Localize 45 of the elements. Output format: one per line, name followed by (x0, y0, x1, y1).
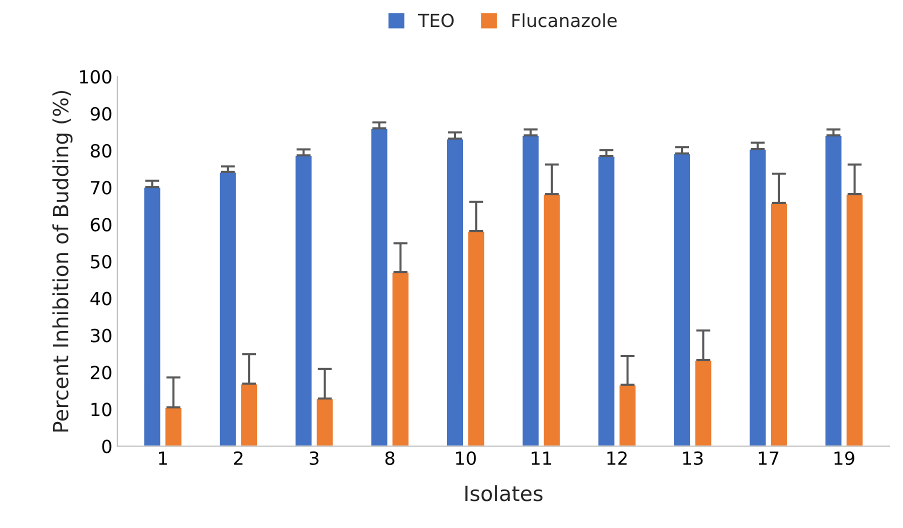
bar (446, 138, 464, 446)
bar (240, 383, 258, 446)
x-tick-label: 8 (385, 451, 394, 465)
x-axis-title: Isolates (465, 485, 542, 502)
y-tick-label: 50 (90, 254, 112, 268)
bar (596, 155, 616, 446)
x-tick-label: 2 (234, 451, 242, 465)
bar (164, 406, 183, 446)
y-tick-label: 20 (90, 366, 112, 380)
y-tick-label: 60 (90, 218, 112, 232)
x-tick-label: 17 (758, 452, 778, 465)
legend-label: TEO (418, 14, 454, 28)
legend-label: Flucanazole (512, 13, 617, 28)
y-tick-label: 40 (90, 292, 112, 306)
bar (770, 202, 788, 446)
x-tick-label: 1 (159, 452, 167, 465)
bar (315, 398, 334, 446)
x-tick-label: 12 (607, 451, 627, 465)
bar (370, 128, 389, 446)
y-tick-label: 80 (90, 144, 112, 158)
bar (294, 154, 313, 446)
x-tick-label: 19 (834, 451, 854, 465)
bar (845, 193, 864, 446)
bar (218, 171, 238, 446)
bar (748, 148, 768, 446)
y-axis-title: Percent Inhibition of Budding (%) (52, 90, 73, 432)
y-tick-label: 30 (90, 328, 112, 342)
bar (694, 359, 713, 446)
bar (391, 271, 410, 446)
x-tick-label: 13 (683, 451, 703, 465)
y-tick-label: 10 (92, 402, 112, 416)
bar (142, 186, 162, 446)
bar (542, 193, 562, 446)
x-tick-label: 10 (456, 451, 476, 465)
bar (824, 134, 843, 446)
y-tick-label: 100 (80, 70, 112, 84)
x-tick-label: 11 (532, 452, 552, 465)
x-tick-label: 3 (310, 451, 318, 465)
bar (521, 134, 540, 446)
y-tick-label: 70 (91, 180, 112, 195)
bar (618, 384, 637, 446)
bar (466, 230, 486, 446)
y-tick-label: 90 (90, 106, 112, 121)
bar (672, 152, 692, 446)
y-tick-label: 0 (102, 440, 112, 454)
